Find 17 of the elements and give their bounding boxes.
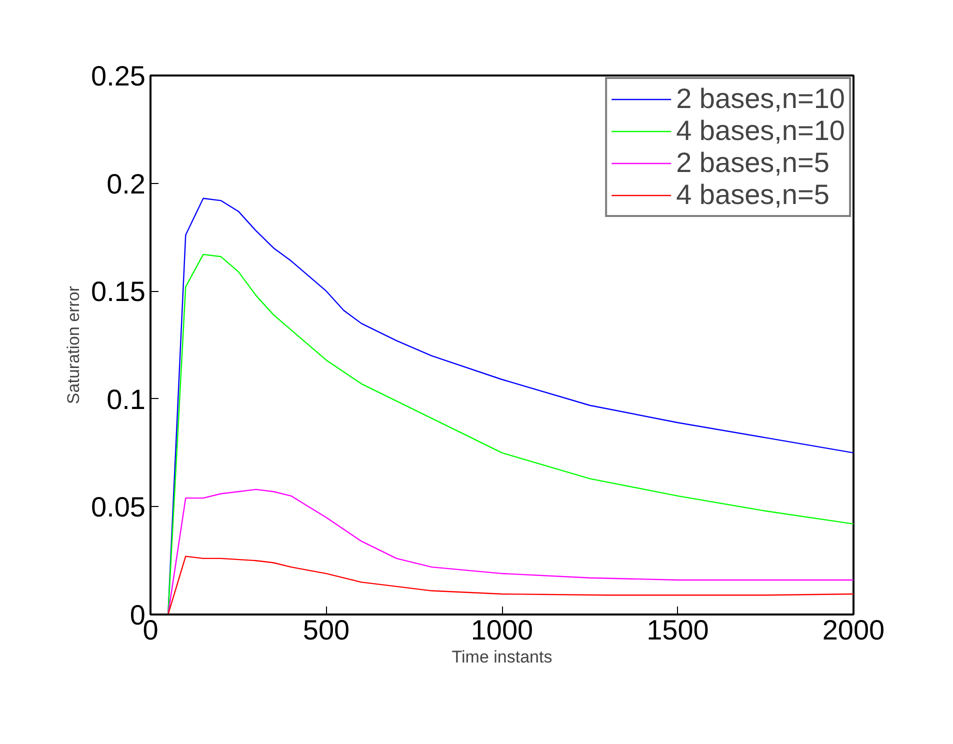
y-tick-label: 0.1	[106, 384, 146, 415]
legend-label: 4 bases,n=5	[676, 179, 830, 211]
y-axis-title: Saturation error	[64, 286, 84, 404]
y-tick-label: 0.2	[106, 168, 146, 200]
x-tick-label: 1500	[646, 614, 709, 646]
x-tick-label: 2000	[822, 614, 885, 646]
legend-label: 2 bases,n=5	[676, 147, 830, 179]
y-tick-label: 0.15	[91, 276, 146, 308]
x-tick-label: 1000	[470, 614, 534, 646]
x-tick-label: 500	[302, 614, 350, 646]
legend-label: 2 bases,n=10	[676, 83, 845, 115]
y-tick-label: 0.05	[91, 492, 146, 523]
y-tick-label: 0.25	[91, 60, 146, 92]
x-axis-title: Time instants	[452, 648, 552, 666]
legend-label: 4 bases,n=10	[676, 115, 845, 147]
line-series	[167, 488, 854, 614]
line-series	[167, 556, 854, 614]
